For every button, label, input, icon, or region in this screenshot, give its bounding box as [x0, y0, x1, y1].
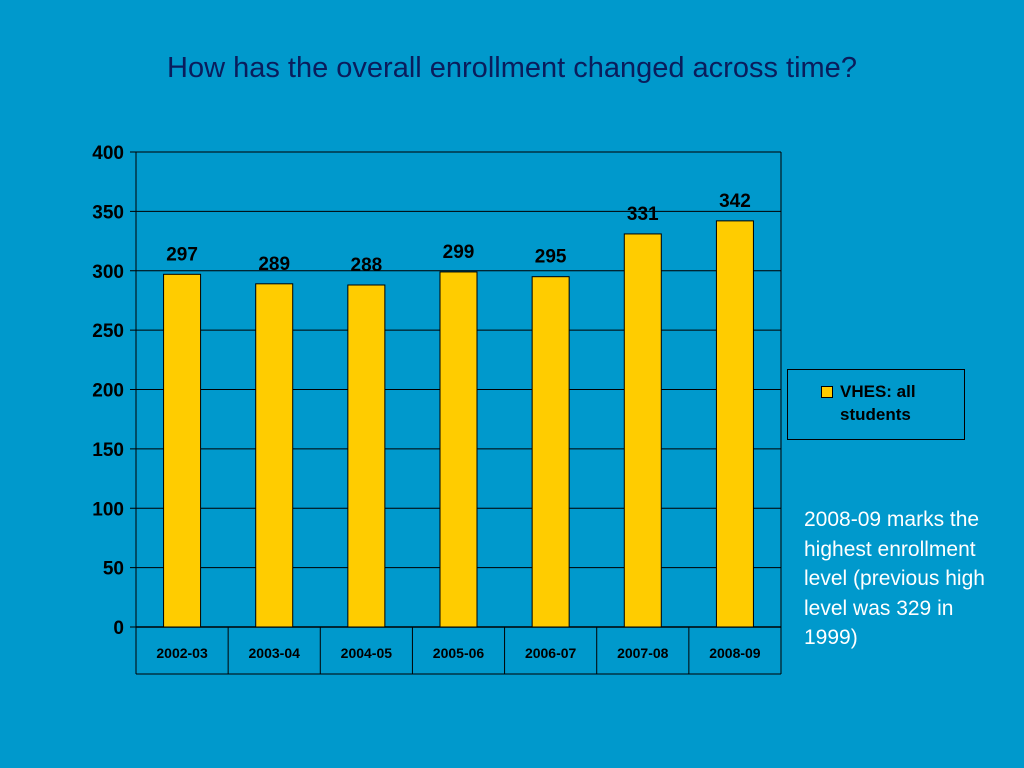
bar: [163, 273, 202, 628]
bar: [347, 284, 386, 628]
annotation-note: 2008-09 marks the highest enrollment lev…: [804, 508, 985, 649]
y-tick-label: 300: [92, 262, 124, 283]
x-tick-label: 2003-04: [249, 645, 301, 661]
bar: [531, 276, 570, 628]
legend-label: VHES: all students: [840, 382, 916, 424]
y-tick-label: 0: [113, 618, 124, 639]
x-tick-label: 2005-06: [433, 645, 485, 661]
y-tick-label: 250: [92, 321, 124, 342]
y-tick-label: 50: [103, 559, 124, 580]
y-tick-label: 150: [92, 440, 124, 461]
data-label: 289: [258, 254, 290, 275]
x-tick-label: 2006-07: [525, 645, 577, 661]
data-label: 299: [443, 242, 475, 263]
bar: [439, 271, 478, 628]
x-tick-label: 2004-05: [341, 645, 393, 661]
slide-title: How has the overall enrollment changed a…: [167, 52, 857, 84]
y-tick-label: 100: [92, 499, 124, 520]
bar: [715, 220, 754, 628]
y-tick-label: 400: [92, 143, 124, 164]
bar: [623, 233, 662, 628]
x-tick-label: 2007-08: [617, 645, 669, 661]
y-tick-label: 350: [92, 202, 124, 223]
bar: [255, 283, 294, 628]
data-label: 295: [535, 247, 567, 268]
legend-swatch: [821, 386, 833, 398]
data-label: 331: [627, 204, 659, 225]
chart-legend: VHES: all students: [787, 369, 965, 440]
data-label: 288: [351, 255, 383, 276]
y-tick-label: 200: [92, 381, 124, 402]
data-label: 297: [166, 244, 198, 265]
x-tick-label: 2002-03: [156, 645, 208, 661]
x-tick-label: 2008-09: [709, 645, 761, 661]
data-label: 342: [719, 191, 751, 212]
